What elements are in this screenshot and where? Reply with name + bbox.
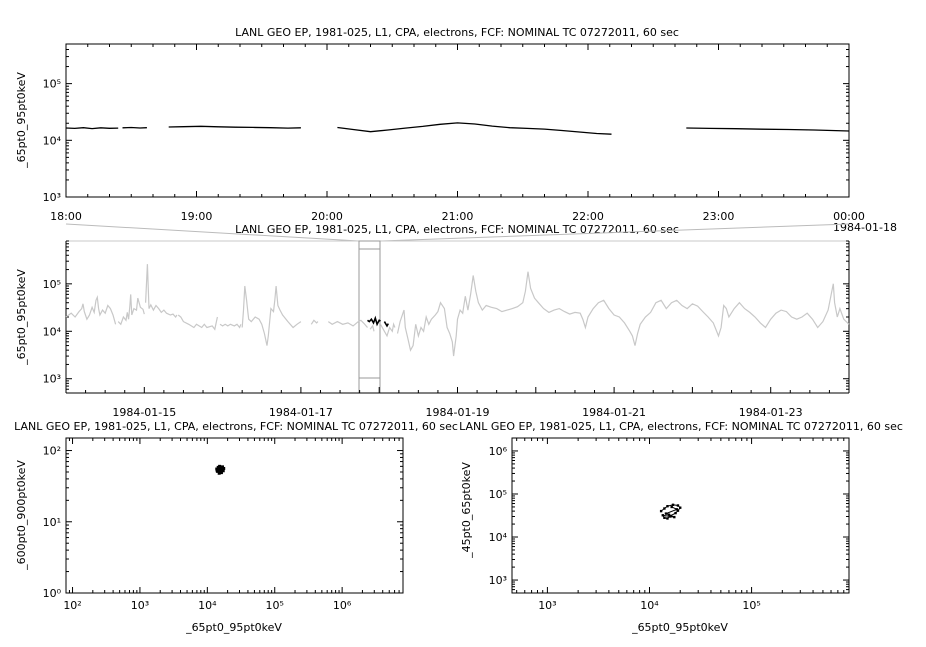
bottom-right-scatter-point xyxy=(673,515,676,519)
top-chart-series-line xyxy=(65,127,119,130)
middle-chart-series-line xyxy=(117,294,145,326)
middle-chart-y-label: _65pt0_95pt0keV xyxy=(15,269,28,366)
middle-chart-series-line xyxy=(327,319,368,328)
top-chart-y-tick-label: 10⁵ xyxy=(43,78,61,91)
bottom-left-scatter-point xyxy=(222,466,226,470)
top-chart-x-tick-label: 19:00 xyxy=(181,210,213,223)
middle-chart-highlight-range xyxy=(358,240,381,394)
top-chart-series-line xyxy=(122,126,147,129)
bottom-right-chart-x-tick-label: 10⁵ xyxy=(742,599,760,612)
top-chart-title: LANL GEO EP, 1981-025, L1, CPA, electron… xyxy=(235,26,679,39)
bottom-right-scatter-point xyxy=(675,508,678,511)
top-chart-x-tick-label: 21:00 xyxy=(442,210,474,223)
bottom-right-chart-y-tick-label: 10³ xyxy=(489,574,507,587)
bottom-right-scatter-point xyxy=(666,505,669,508)
middle-chart-y-tick-label: 10⁴ xyxy=(43,325,62,338)
middle-chart-x-tick-label: 1984-01-17 xyxy=(269,406,333,419)
middle-chart-x-tick-label: 1984-01-19 xyxy=(426,406,490,419)
middle-chart-y-tick-label: 10³ xyxy=(43,373,61,386)
bottom-left-chart-x-tick-label: 10⁶ xyxy=(333,599,352,612)
bottom-right-chart-title: LANL GEO EP, 1981-025, L1, CPA, electron… xyxy=(459,420,903,433)
top-chart-series-line xyxy=(337,122,612,135)
bottom-left-chart-frame xyxy=(65,437,404,594)
top-chart-frame xyxy=(65,43,850,198)
bottom-left-chart-y-tick-label: 10¹ xyxy=(43,516,61,529)
middle-chart-y-tick-label: 10⁵ xyxy=(43,278,61,291)
middle-chart-x-tick-label: 1984-01-21 xyxy=(582,406,646,419)
middle-chart-x-tick-label: 1984-01-15 xyxy=(112,406,176,419)
bottom-right-scatter-point xyxy=(671,503,675,507)
middle-chart-series-line xyxy=(177,314,218,331)
middle-chart-series-line xyxy=(396,271,850,357)
top-chart-series-line xyxy=(686,127,850,132)
bottom-right-scatter-point xyxy=(670,505,673,509)
bottom-right-chart-y-tick-label: 10⁴ xyxy=(489,531,508,544)
top-chart-y-tick-label: 10⁴ xyxy=(43,134,62,147)
bottom-left-y-label: _600pt0_900pt0keV xyxy=(15,460,28,571)
bottom-left-scatter-point xyxy=(219,471,223,475)
zoom-connector-line xyxy=(379,223,850,242)
middle-chart-series-line xyxy=(369,324,375,332)
bottom-right-scatter-point xyxy=(676,504,680,507)
middle-chart-highlight-series-line xyxy=(383,321,389,328)
middle-chart-series-line xyxy=(219,323,242,329)
bottom-right-scatter-point xyxy=(666,517,669,520)
bottom-left-scatter-point xyxy=(221,469,225,473)
middle-chart-series-line xyxy=(310,319,319,325)
bottom-right-y-label: _45pt0_65pt0keV xyxy=(460,462,473,559)
bottom-right-chart-frame xyxy=(511,437,850,594)
bottom-left-scatter-point xyxy=(218,468,222,472)
middle-chart-highlight-series-line xyxy=(367,315,381,327)
bottom-left-scatter-point xyxy=(217,471,221,475)
bottom-left-chart-x-tick-label: 10⁴ xyxy=(198,599,217,612)
bottom-left-chart-x-tick-label: 10³ xyxy=(131,599,149,612)
bottom-right-scatter-point xyxy=(674,511,677,515)
bottom-left-scatter-point xyxy=(215,467,219,471)
top-chart-series-line xyxy=(168,125,301,129)
top-chart-y-label: _65pt0_95pt0keV xyxy=(15,72,28,169)
bottom-left-scatter-point xyxy=(221,465,225,469)
middle-chart-series-line xyxy=(65,295,117,325)
bottom-left-x-label: _65pt0_95pt0keV xyxy=(185,621,282,634)
bottom-left-chart-y-tick-label: 10⁰ xyxy=(43,587,62,600)
bottom-left-chart-x-tick-label: 10² xyxy=(63,599,81,612)
bottom-right-chart-y-tick-label: 10⁶ xyxy=(489,445,508,458)
bottom-left-scatter-point xyxy=(218,464,222,468)
middle-chart-x-tick-label: 1984-01-23 xyxy=(739,406,803,419)
middle-chart-series-line xyxy=(145,264,178,318)
bottom-right-scatter-point xyxy=(667,513,671,516)
bottom-right-scatter-point xyxy=(676,509,680,512)
top-chart-date-label: 1984-01-18 xyxy=(833,221,897,234)
bottom-right-chart-y-tick-label: 10⁵ xyxy=(489,488,507,501)
middle-chart-series-line xyxy=(379,322,396,338)
bottom-left-chart-title: LANL GEO EP, 1981-025, L1, CPA, electron… xyxy=(14,420,458,433)
top-chart-x-tick-label: 18:00 xyxy=(50,210,82,223)
bottom-left-chart-x-tick-label: 10⁵ xyxy=(266,599,284,612)
top-chart-x-tick-label: 22:00 xyxy=(572,210,604,223)
top-chart-x-tick-label: 00:00 xyxy=(833,210,865,223)
bottom-left-chart-y-tick-label: 10² xyxy=(43,445,61,458)
top-chart-y-tick-label: 10³ xyxy=(43,191,61,204)
bottom-right-scatter-point xyxy=(669,515,672,518)
bottom-right-scatter-point xyxy=(659,509,663,513)
top-chart-x-tick-label: 23:00 xyxy=(703,210,735,223)
middle-chart-series-line xyxy=(241,285,302,346)
bottom-right-scatter-point xyxy=(663,507,666,510)
bottom-right-scatter-point xyxy=(664,512,668,515)
bottom-right-chart-x-tick-label: 10⁴ xyxy=(640,599,659,612)
top-chart-x-tick-label: 20:00 xyxy=(311,210,343,223)
bottom-right-scatter-point xyxy=(663,516,666,519)
middle-chart-title: LANL GEO EP, 1981-025, L1, CPA, electron… xyxy=(235,223,679,236)
bottom-right-x-label: _65pt0_95pt0keV xyxy=(631,621,728,634)
bottom-right-scatter-point xyxy=(661,514,664,517)
bottom-left-scatter-point xyxy=(216,469,220,473)
bottom-right-chart-x-tick-label: 10³ xyxy=(538,599,556,612)
zoom-connector-line xyxy=(65,223,360,242)
bottom-right-scatter-point xyxy=(679,506,682,509)
